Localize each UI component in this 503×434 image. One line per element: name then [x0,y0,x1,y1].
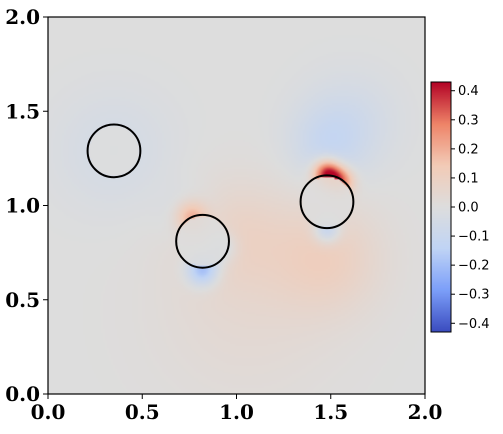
y-tick-label: 1.5 [5,99,40,123]
colorbar-tick-label: −0.3 [458,288,490,303]
x-tick-label: 1.5 [313,400,348,424]
x-tick-label: 0.0 [31,400,66,424]
colorbar-tick-label: −0.4 [458,317,490,332]
x-tick-label: 2.0 [408,400,443,424]
colorbar-tick-label: −0.2 [458,259,490,274]
colorbar-tick-label: 0.0 [458,201,479,216]
circle-3 [299,174,355,230]
colorbar-tick-label: −0.1 [458,230,490,245]
x-axis: 0.0 0.5 1.0 1.5 2.0 [31,394,443,424]
circle-1 [86,123,142,179]
circle-group [86,123,355,269]
plot-area [47,16,426,395]
colorbar-tick-label: 0.2 [458,142,479,157]
y-tick-label: 2.0 [5,5,40,29]
y-tick-label: 1.0 [5,194,40,218]
heatmap-field [48,17,425,394]
colorbar-tick-label: 0.1 [458,171,479,186]
x-tick-label: 0.5 [125,400,160,424]
circle-2 [175,213,230,269]
colorbar-gradient [431,82,451,332]
colorbar: 0.4 0.3 0.2 0.1 0.0 −0.1 −0.2 −0.3 −0.4 [430,81,490,333]
y-tick-label: 0.0 [5,382,40,406]
y-axis: 0.0 0.5 1.0 1.5 2.0 [5,5,48,406]
y-tick-label: 0.5 [5,288,40,312]
colorbar-tick-label: 0.4 [458,84,479,99]
colorbar-ticks: 0.4 0.3 0.2 0.1 0.0 −0.1 −0.2 −0.3 −0.4 [451,84,490,332]
x-tick-label: 1.0 [219,400,254,424]
colorbar-tick-label: 0.3 [458,113,479,128]
